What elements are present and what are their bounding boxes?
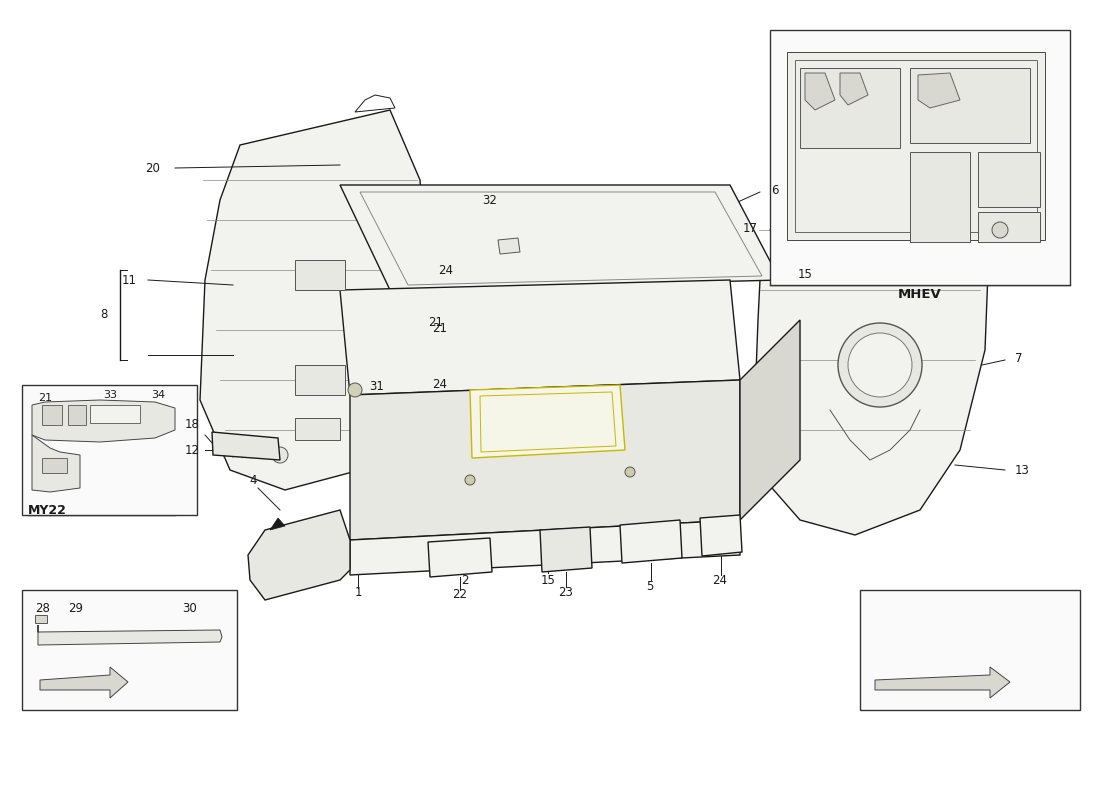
Bar	[22, 590, 236, 710]
Text: 28: 28	[35, 602, 50, 614]
Text: 31: 31	[368, 381, 384, 394]
Bar	[910, 68, 1030, 143]
Polygon shape	[340, 280, 740, 395]
Text: 6: 6	[771, 183, 779, 197]
Text: 29: 29	[68, 602, 82, 614]
Polygon shape	[340, 185, 780, 290]
Bar	[978, 212, 1040, 242]
Polygon shape	[248, 510, 350, 600]
Circle shape	[838, 323, 922, 407]
Bar	[35, 615, 47, 623]
Text: 13: 13	[1015, 463, 1030, 477]
Text: 17: 17	[742, 222, 758, 234]
Text: 23: 23	[559, 586, 573, 598]
Polygon shape	[350, 380, 740, 540]
Bar	[68, 405, 86, 425]
Polygon shape	[840, 73, 868, 105]
Bar	[295, 365, 345, 395]
Polygon shape	[350, 520, 740, 575]
Circle shape	[625, 467, 635, 477]
Text: 15: 15	[540, 574, 556, 586]
Circle shape	[465, 475, 475, 485]
Text: 33: 33	[103, 390, 117, 400]
Bar	[90, 405, 140, 423]
Text: 24: 24	[438, 263, 453, 277]
Bar	[22, 385, 197, 515]
Polygon shape	[212, 432, 280, 460]
Text: 12: 12	[185, 443, 200, 457]
Polygon shape	[700, 515, 743, 556]
Bar	[295, 418, 340, 440]
Circle shape	[992, 222, 1008, 238]
Polygon shape	[918, 73, 960, 108]
Text: MHEV: MHEV	[898, 289, 942, 302]
Text: 11: 11	[122, 274, 138, 286]
Polygon shape	[805, 73, 835, 110]
Text: 7: 7	[1015, 351, 1023, 365]
Bar	[42, 405, 62, 425]
Text: 34: 34	[151, 390, 165, 400]
Text: 21: 21	[432, 322, 447, 334]
Bar	[910, 152, 970, 242]
Text: a passion since 1965: a passion since 1965	[374, 494, 726, 526]
Polygon shape	[39, 625, 222, 645]
Text: 18: 18	[185, 418, 200, 431]
Text: 32: 32	[483, 194, 497, 206]
Text: euromoto: euromoto	[285, 383, 815, 477]
Polygon shape	[755, 155, 990, 535]
Text: 21: 21	[428, 317, 443, 330]
Text: MY22: MY22	[28, 503, 67, 517]
Bar	[770, 30, 1070, 285]
Polygon shape	[270, 518, 285, 530]
Text: 24: 24	[432, 378, 447, 391]
Text: 4: 4	[250, 474, 256, 486]
Polygon shape	[428, 538, 492, 577]
Text: 24: 24	[713, 574, 727, 586]
Bar	[295, 260, 345, 290]
Bar	[800, 68, 900, 148]
Text: 1: 1	[354, 586, 362, 598]
Text: 22: 22	[452, 589, 468, 602]
Polygon shape	[200, 110, 430, 490]
Text: 2: 2	[461, 574, 469, 586]
Bar	[786, 52, 1045, 240]
Polygon shape	[874, 667, 1010, 698]
Text: 20: 20	[145, 162, 160, 174]
Polygon shape	[620, 520, 682, 563]
Bar	[978, 152, 1040, 207]
Text: 15: 15	[799, 267, 813, 281]
Text: 5: 5	[647, 579, 653, 593]
Polygon shape	[740, 320, 800, 520]
Bar	[860, 590, 1080, 710]
Polygon shape	[32, 400, 175, 442]
Polygon shape	[40, 667, 128, 698]
Polygon shape	[470, 385, 625, 458]
Polygon shape	[498, 238, 520, 254]
Polygon shape	[540, 527, 592, 572]
Bar	[795, 60, 1037, 232]
Polygon shape	[32, 435, 80, 492]
Text: 8: 8	[100, 309, 108, 322]
Bar	[42, 458, 67, 473]
Circle shape	[348, 383, 362, 397]
Circle shape	[272, 447, 288, 463]
Circle shape	[848, 333, 912, 397]
Text: 30: 30	[182, 602, 197, 614]
Text: 21: 21	[39, 393, 52, 403]
